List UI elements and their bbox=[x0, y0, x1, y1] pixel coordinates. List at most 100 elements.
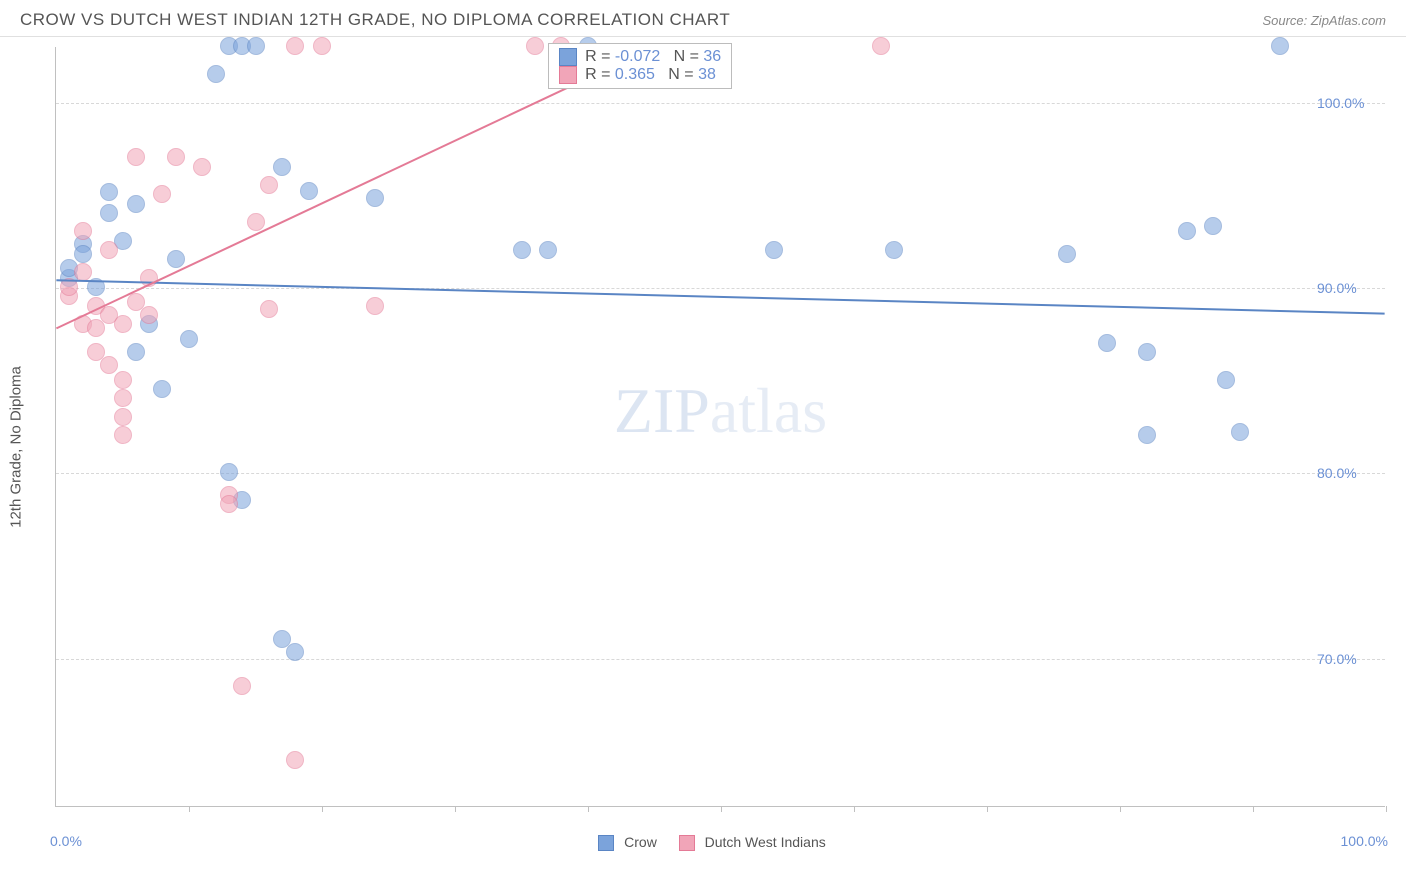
data-point bbox=[74, 263, 92, 281]
data-point bbox=[167, 250, 185, 268]
gridline bbox=[56, 103, 1385, 104]
data-point bbox=[114, 408, 132, 426]
y-tick-label: 80.0% bbox=[1317, 465, 1377, 481]
watermark-thin: atlas bbox=[710, 375, 827, 446]
data-point bbox=[1058, 245, 1076, 263]
data-point bbox=[127, 195, 145, 213]
data-point bbox=[153, 185, 171, 203]
data-point bbox=[885, 241, 903, 259]
stats-swatch bbox=[559, 48, 577, 66]
data-point bbox=[300, 182, 318, 200]
data-point bbox=[153, 380, 171, 398]
data-point bbox=[114, 315, 132, 333]
data-point bbox=[74, 222, 92, 240]
data-point bbox=[207, 65, 225, 83]
watermark-bold: ZIP bbox=[614, 375, 710, 446]
x-tick bbox=[455, 806, 456, 812]
data-point bbox=[366, 297, 384, 315]
gridline bbox=[56, 659, 1385, 660]
plot-area: ZIPatlas R = -0.072 N = 36R = 0.365 N = … bbox=[55, 47, 1385, 807]
x-tick bbox=[721, 806, 722, 812]
watermark: ZIPatlas bbox=[614, 374, 827, 448]
trend-line bbox=[56, 280, 1384, 313]
data-point bbox=[273, 158, 291, 176]
data-point bbox=[366, 189, 384, 207]
data-point bbox=[1138, 343, 1156, 361]
stats-row: R = -0.072 N = 36 bbox=[559, 48, 721, 66]
x-tick bbox=[588, 806, 589, 812]
data-point bbox=[220, 463, 238, 481]
data-point bbox=[286, 643, 304, 661]
data-point bbox=[140, 269, 158, 287]
x-tick bbox=[1253, 806, 1254, 812]
chart-header: CROW VS DUTCH WEST INDIAN 12TH GRADE, NO… bbox=[0, 0, 1406, 37]
data-point bbox=[247, 213, 265, 231]
data-point bbox=[513, 241, 531, 259]
bottom-legend: Crow Dutch West Indians bbox=[0, 834, 1406, 851]
data-point bbox=[100, 204, 118, 222]
data-point bbox=[313, 37, 331, 55]
n-value: 36 bbox=[703, 48, 721, 65]
chart-title: CROW VS DUTCH WEST INDIAN 12TH GRADE, NO… bbox=[20, 10, 730, 30]
stats-row: R = 0.365 N = 38 bbox=[559, 66, 721, 84]
n-label: N = bbox=[655, 66, 698, 83]
data-point bbox=[167, 148, 185, 166]
data-point bbox=[127, 148, 145, 166]
legend-swatch-dwi bbox=[679, 835, 695, 851]
r-label: R = bbox=[585, 48, 615, 65]
legend-label-crow: Crow bbox=[624, 834, 657, 850]
data-point bbox=[539, 241, 557, 259]
n-label: N = bbox=[660, 48, 703, 65]
r-label: R = bbox=[585, 66, 615, 83]
trend-lines bbox=[56, 47, 1385, 806]
data-point bbox=[526, 37, 544, 55]
legend-label-dwi: Dutch West Indians bbox=[705, 834, 826, 850]
data-point bbox=[286, 751, 304, 769]
data-point bbox=[765, 241, 783, 259]
n-value: 38 bbox=[698, 66, 716, 83]
data-point bbox=[260, 300, 278, 318]
chart-area: 12th Grade, No Diploma ZIPatlas R = -0.0… bbox=[0, 37, 1406, 857]
r-value: -0.072 bbox=[615, 48, 660, 65]
data-point bbox=[114, 389, 132, 407]
x-tick bbox=[322, 806, 323, 812]
data-point bbox=[1217, 371, 1235, 389]
data-point bbox=[114, 371, 132, 389]
gridline bbox=[56, 288, 1385, 289]
data-point bbox=[233, 677, 251, 695]
stats-legend-box: R = -0.072 N = 36R = 0.365 N = 38 bbox=[548, 43, 732, 89]
data-point bbox=[87, 278, 105, 296]
data-point bbox=[60, 278, 78, 296]
data-point bbox=[100, 241, 118, 259]
x-tick bbox=[854, 806, 855, 812]
y-tick-label: 70.0% bbox=[1317, 651, 1377, 667]
data-point bbox=[872, 37, 890, 55]
data-point bbox=[220, 495, 238, 513]
data-point bbox=[100, 183, 118, 201]
y-axis-label: 12th Grade, No Diploma bbox=[8, 366, 25, 528]
data-point bbox=[1231, 423, 1249, 441]
y-tick-label: 90.0% bbox=[1317, 280, 1377, 296]
x-tick bbox=[189, 806, 190, 812]
data-point bbox=[1204, 217, 1222, 235]
stats-swatch bbox=[559, 66, 577, 84]
data-point bbox=[127, 343, 145, 361]
data-point bbox=[74, 245, 92, 263]
x-tick bbox=[987, 806, 988, 812]
data-point bbox=[180, 330, 198, 348]
data-point bbox=[140, 306, 158, 324]
data-point bbox=[1138, 426, 1156, 444]
data-point bbox=[260, 176, 278, 194]
x-tick bbox=[1120, 806, 1121, 812]
r-value: 0.365 bbox=[615, 66, 655, 83]
y-tick-label: 100.0% bbox=[1317, 95, 1377, 111]
data-point bbox=[193, 158, 211, 176]
source-label: Source: ZipAtlas.com bbox=[1262, 13, 1386, 28]
data-point bbox=[1098, 334, 1116, 352]
data-point bbox=[247, 37, 265, 55]
data-point bbox=[114, 426, 132, 444]
legend-swatch-crow bbox=[598, 835, 614, 851]
gridline bbox=[56, 473, 1385, 474]
x-tick bbox=[1386, 806, 1387, 812]
data-point bbox=[1178, 222, 1196, 240]
